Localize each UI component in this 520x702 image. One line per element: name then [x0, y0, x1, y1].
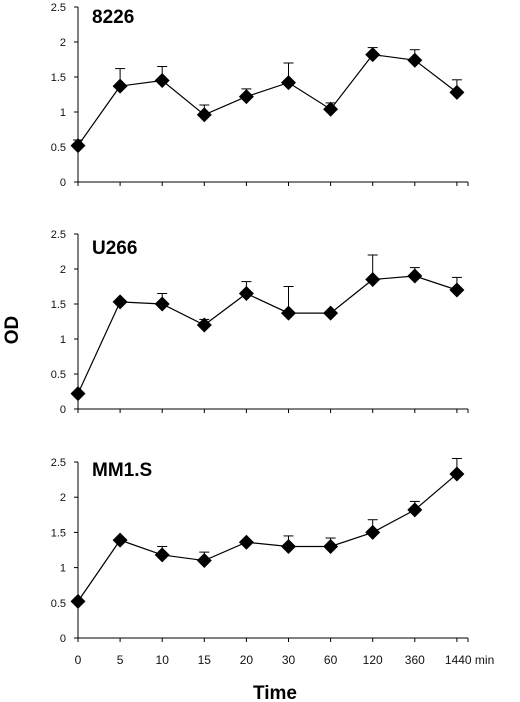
data-point-marker: [154, 73, 170, 88]
y-tick-label: 2: [60, 264, 66, 276]
x-tick-label: 20: [240, 653, 254, 667]
chart-panel-8226: 0 0.5 1 1.5 2 2.5 8226: [51, 2, 469, 189]
data-point-marker: [154, 296, 170, 312]
x-axis-title: Time: [253, 683, 297, 702]
y-tick-label: 2.5: [51, 229, 66, 241]
y-tick-label: 0: [60, 404, 66, 416]
data-point-marker: [407, 268, 423, 284]
y-tick-label: 2.5: [51, 2, 66, 14]
x-axis-tick-labels: 0 5 10 15 20 30 60 120 360 1440 min: [75, 653, 495, 667]
y-tick-label: 2: [60, 492, 66, 504]
x-tick-label: 60: [324, 653, 338, 667]
data-point-marker: [323, 101, 339, 117]
data-point-marker: [196, 107, 212, 123]
data-point-marker: [365, 47, 381, 63]
y-tick-label: 0: [60, 177, 66, 189]
data-point-marker: [112, 78, 128, 94]
data-point-marker: [70, 593, 86, 609]
chart-panel-mm1-s: 0 0.5 1 1.5 2 2.5 MM1.S: [51, 457, 469, 645]
x-tick-label: 1440 min: [445, 653, 494, 667]
y-tick-label: 1: [60, 334, 66, 346]
y-tick-label: 0.5: [51, 142, 66, 154]
series-line: [77, 53, 458, 146]
y-tick-label: 2: [60, 37, 66, 49]
data-point-marker: [449, 282, 465, 298]
y-axis-title: OD: [2, 316, 23, 345]
data-point-marker: [196, 553, 212, 569]
y-tick-label: 0.5: [51, 598, 66, 610]
y-tick-label: 0.5: [51, 369, 66, 381]
data-point-marker: [238, 89, 254, 105]
y-tick-label: 0: [60, 633, 66, 645]
x-tick-label: 10: [156, 653, 170, 667]
data-point-marker: [449, 84, 465, 100]
data-point-marker: [281, 75, 296, 91]
data-point-marker: [70, 138, 86, 154]
data-point-marker: [365, 272, 381, 287]
data-point-marker: [323, 305, 339, 321]
x-tick-label: 30: [282, 653, 296, 667]
y-tick-label: 1.5: [51, 299, 66, 311]
x-tick-label: 0: [75, 653, 82, 667]
data-point-marker: [112, 294, 128, 310]
y-tick-label: 2.5: [51, 457, 66, 469]
data-point-marker: [407, 52, 423, 68]
data-point-marker: [70, 386, 86, 402]
x-tick-label: 15: [198, 653, 212, 667]
panel-title: 8226: [92, 7, 134, 28]
data-point-marker: [281, 538, 296, 554]
data-point-marker: [365, 524, 381, 540]
y-tick-label: 1.5: [51, 72, 66, 84]
x-tick-label: 5: [117, 653, 124, 667]
data-point-marker: [112, 532, 128, 548]
panel-title: U266: [92, 238, 137, 259]
panel-title: MM1.S: [92, 460, 152, 481]
y-tick-label: 1: [60, 563, 66, 575]
y-tick-label: 1.5: [51, 527, 66, 539]
chart-panel-u266: 0 0.5 1 1.5 2 2.5 U266: [51, 229, 469, 416]
data-point-marker: [238, 286, 254, 301]
series-line: [77, 275, 458, 394]
data-point-marker: [449, 466, 465, 482]
y-tick-label: 1: [60, 107, 66, 119]
data-point-marker: [281, 305, 296, 321]
series-line: [77, 473, 458, 602]
data-point-marker: [407, 502, 423, 518]
data-point-marker: [238, 534, 254, 550]
data-point-marker: [154, 547, 170, 563]
x-tick-label: 360: [405, 653, 425, 667]
data-point-marker: [323, 538, 339, 554]
x-tick-label: 120: [363, 653, 383, 667]
chart-panels: 0 0.5 1 1.5 2 2.5 8226 0 0.5 1 1.5 2 2.5 U266 0 0.5 1 1.5…: [51, 2, 469, 645]
data-point-marker: [196, 317, 212, 333]
